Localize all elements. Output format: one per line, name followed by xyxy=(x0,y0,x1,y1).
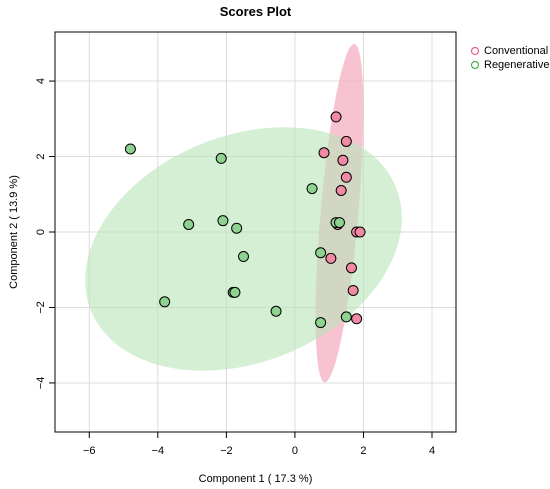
y-tick-label-0: −4 xyxy=(35,377,47,390)
point-conventional-8 xyxy=(325,252,337,264)
x-tick-label-2: −2 xyxy=(220,445,233,457)
y-tick-label-1: −2 xyxy=(35,301,47,314)
x-tick-label-4: 2 xyxy=(360,445,366,457)
x-tick-label-5: 4 xyxy=(429,445,435,457)
x-tick-label-0: −6 xyxy=(83,445,96,457)
point-conventional-1 xyxy=(318,147,330,159)
point-regenerative-14 xyxy=(315,317,327,329)
axis-ticks: −6 −4 −2 0 2 4 −4 −2 0 2 4 xyxy=(35,78,435,457)
chart-title: Scores Plot xyxy=(220,4,292,19)
point-regenerative-3 xyxy=(183,218,195,230)
x-tick-label-1: −4 xyxy=(152,445,165,457)
point-conventional-10 xyxy=(347,284,359,296)
point-conventional-0 xyxy=(330,111,342,123)
confidence-ellipses xyxy=(85,43,402,383)
point-conventional-5 xyxy=(335,184,347,196)
point-regenerative-7 xyxy=(333,217,345,229)
x-axis-label: Component 1 ( 17.3 %) xyxy=(199,473,313,485)
point-regenerative-0 xyxy=(124,143,136,155)
point-regenerative-15 xyxy=(340,311,352,323)
legend-marker-regenerative xyxy=(470,60,480,70)
y-tick-label-3: 2 xyxy=(35,153,47,159)
ellipse-regenerative xyxy=(85,127,402,371)
legend: Conventional Regenerative xyxy=(470,45,549,71)
point-conventional-9 xyxy=(345,262,357,274)
point-conventional-2 xyxy=(340,135,352,147)
point-conventional-3 xyxy=(337,154,349,166)
point-regenerative-5 xyxy=(231,222,243,234)
point-regenerative-4 xyxy=(217,215,229,227)
y-tick-label-4: 4 xyxy=(35,78,47,84)
x-tick-label-3: 0 xyxy=(292,445,298,457)
point-conventional-4 xyxy=(340,171,352,183)
point-regenerative-12 xyxy=(229,286,241,298)
legend-marker-conventional xyxy=(470,46,480,56)
point-regenerative-9 xyxy=(315,247,327,259)
point-conventional-7 xyxy=(354,226,366,238)
point-conventional-11 xyxy=(351,313,363,325)
point-regenerative-10 xyxy=(159,296,171,308)
legend-label-conventional: Conventional xyxy=(484,45,548,57)
point-regenerative-2 xyxy=(306,183,318,195)
data-points xyxy=(124,111,366,329)
y-tick-label-2: 0 xyxy=(35,229,47,235)
point-regenerative-8 xyxy=(238,251,250,263)
legend-label-regenerative: Regenerative xyxy=(484,59,549,71)
y-axis-label: Component 2 ( 13.9 %) xyxy=(8,175,20,289)
point-regenerative-13 xyxy=(270,305,282,317)
point-regenerative-1 xyxy=(215,152,227,164)
